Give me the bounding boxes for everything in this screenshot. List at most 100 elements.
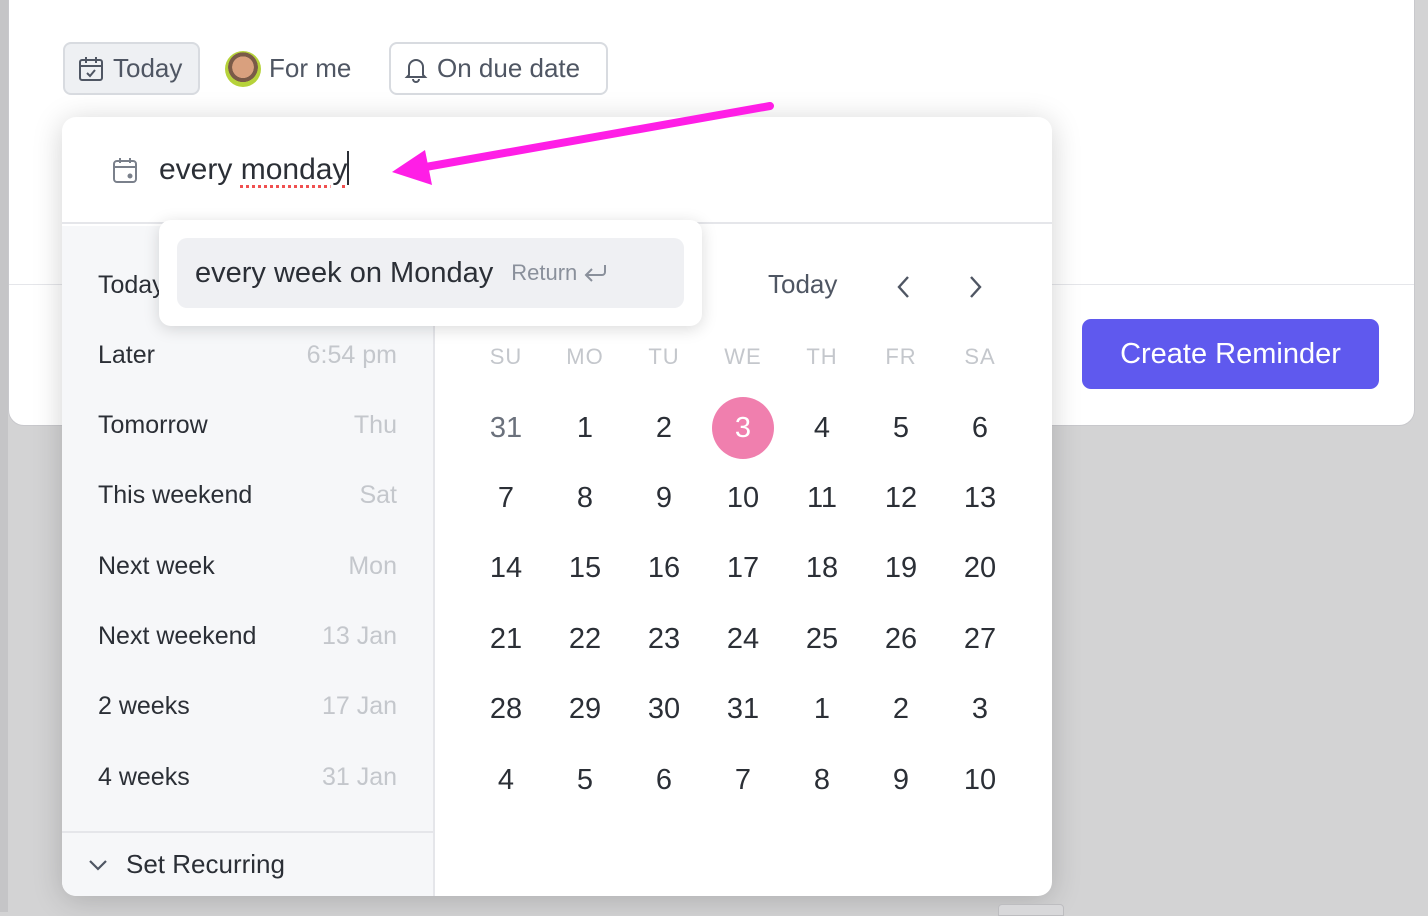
quick-option-value: 13 Jan xyxy=(321,622,397,650)
background-tab xyxy=(998,904,1064,916)
calendar-day[interactable]: 17 xyxy=(726,552,760,585)
weekday-header: SU xyxy=(489,344,523,369)
calendar-day[interactable]: 4 xyxy=(497,763,515,796)
background-window-edge xyxy=(0,0,8,912)
set-recurring-toggle[interactable]: Set Recurring xyxy=(62,831,433,896)
calendar-day[interactable]: 18 xyxy=(805,552,839,585)
weekday-header: WE xyxy=(724,344,762,369)
quick-option-value: 31 Jan xyxy=(321,762,397,791)
quick-option[interactable]: Tomorrow Thu xyxy=(98,406,397,446)
calendar-day[interactable]: 14 xyxy=(489,552,523,585)
calendar-day[interactable]: 10 xyxy=(726,481,760,514)
suggestion-item[interactable]: every week on Monday Return xyxy=(177,238,684,308)
notify-chip-label: On due date xyxy=(437,53,581,83)
calendar-day[interactable]: 21 xyxy=(489,622,523,655)
quick-option[interactable]: Today xyxy=(98,265,397,305)
calendar-day[interactable]: 19 xyxy=(884,552,918,585)
quick-option-label: 2 weeks xyxy=(98,692,190,721)
quick-option[interactable]: This weekend Sat xyxy=(98,476,397,516)
calendar-day[interactable]: 1 xyxy=(576,411,594,444)
keyboard-hint-label: Return xyxy=(511,260,578,285)
quick-option[interactable]: 4 weeks 31 Jan xyxy=(98,757,397,797)
calendar-day[interactable]: 11 xyxy=(806,481,838,514)
calendar-day[interactable]: 31 xyxy=(726,693,760,726)
date-chip-label: Today xyxy=(113,53,183,83)
calendar-day[interactable]: 15 xyxy=(568,552,602,585)
quick-option[interactable]: Next week Mon xyxy=(98,546,397,586)
weekday-header: FR xyxy=(885,344,917,369)
calendar-day[interactable]: 23 xyxy=(647,622,681,655)
calendar-day[interactable]: 5 xyxy=(892,411,910,444)
today-button[interactable]: Today xyxy=(768,269,838,299)
quick-option-value: 6:54 pm xyxy=(306,340,397,369)
assignee-chip-label: For me xyxy=(269,53,352,83)
chevron-right-icon[interactable] xyxy=(969,275,983,299)
quick-option-value: 17 Jan xyxy=(321,692,397,721)
quick-option-label: This weekend xyxy=(98,481,253,510)
date-input[interactable]: every monday xyxy=(159,151,350,187)
calendar-day[interactable]: 3 xyxy=(712,397,774,459)
calendar-day[interactable]: 7 xyxy=(497,481,515,514)
calendar-check-icon xyxy=(79,56,103,81)
calendar-day[interactable]: 5 xyxy=(576,763,594,796)
quick-option-label: 4 weeks xyxy=(98,762,190,791)
suggestion-label: every week on Monday xyxy=(195,256,494,289)
quick-options-sidebar: Set Recurring Today Later 6:54 pm Tomorrow T… xyxy=(62,226,435,896)
quick-option-label: Next weekend xyxy=(98,622,257,650)
input-text: every xyxy=(159,153,241,186)
quick-option-value: Sat xyxy=(359,481,397,510)
calendar-day[interactable]: 7 xyxy=(734,763,752,796)
weekday-header: TU xyxy=(648,344,680,369)
calendar-day[interactable]: 8 xyxy=(813,763,831,796)
set-recurring-label: Set Recurring xyxy=(126,849,285,879)
return-key-icon xyxy=(584,265,607,282)
calendar-day[interactable]: 16 xyxy=(647,552,681,585)
quick-option-value: Thu xyxy=(353,411,397,440)
calendar-day[interactable]: 9 xyxy=(892,763,910,796)
calendar-day[interactable]: 30 xyxy=(647,693,681,726)
calendar-day[interactable]: 25 xyxy=(805,622,839,655)
calendar-day[interactable]: 26 xyxy=(884,622,918,655)
input-text-misspelled: monday xyxy=(240,153,348,186)
notify-chip[interactable]: On due date xyxy=(389,42,608,95)
calendar-day[interactable]: 2 xyxy=(655,411,673,444)
chevron-left-icon[interactable] xyxy=(896,275,910,299)
calendar-day[interactable]: 13 xyxy=(963,481,997,514)
calendar-day[interactable]: 3 xyxy=(971,693,989,726)
calendar-day[interactable]: 9 xyxy=(655,481,673,514)
calendar-day[interactable]: 28 xyxy=(489,693,523,726)
calendar-day[interactable]: 24 xyxy=(726,622,760,655)
suggestion-dropdown: every week on Monday Return xyxy=(159,220,702,326)
quick-option[interactable]: Next weekend 13 Jan xyxy=(98,617,397,657)
create-reminder-button[interactable]: Create Reminder xyxy=(1082,319,1379,389)
calendar-day[interactable]: 1 xyxy=(813,693,831,726)
calendar-day[interactable]: 20 xyxy=(963,552,997,585)
chevron-down-icon xyxy=(89,859,107,871)
calendar-day[interactable]: 31 xyxy=(489,411,523,444)
calendar-day[interactable]: 4 xyxy=(813,411,831,444)
assignee-chip[interactable]: For me xyxy=(225,42,351,95)
calendar-day[interactable]: 6 xyxy=(655,763,673,796)
date-chip[interactable]: Today xyxy=(63,42,200,95)
quick-option[interactable]: Later 6:54 pm xyxy=(98,335,397,375)
quick-option-label: Later xyxy=(98,340,155,369)
quick-option-label: Tomorrow xyxy=(98,411,208,440)
avatar xyxy=(225,50,261,87)
quick-option-label: Next week xyxy=(98,551,215,580)
calendar-day[interactable]: 29 xyxy=(568,693,602,726)
calendar-day[interactable]: 27 xyxy=(963,622,997,655)
quick-option-label: Today xyxy=(98,270,165,299)
calendar-day[interactable]: 10 xyxy=(963,763,997,796)
calendar-day[interactable]: 8 xyxy=(576,481,594,514)
bell-icon xyxy=(404,58,428,83)
calendar-day[interactable]: 22 xyxy=(568,622,602,655)
weekday-header: TH xyxy=(806,344,838,369)
weekday-header: MO xyxy=(566,344,604,369)
keyboard-hint: Return xyxy=(511,260,609,286)
calendar-day[interactable]: 2 xyxy=(892,693,910,726)
quick-option[interactable]: 2 weeks 17 Jan xyxy=(98,687,397,727)
calendar-day[interactable]: 6 xyxy=(971,411,989,444)
calendar-day[interactable]: 12 xyxy=(884,481,918,514)
quick-option-value: Mon xyxy=(348,551,397,580)
